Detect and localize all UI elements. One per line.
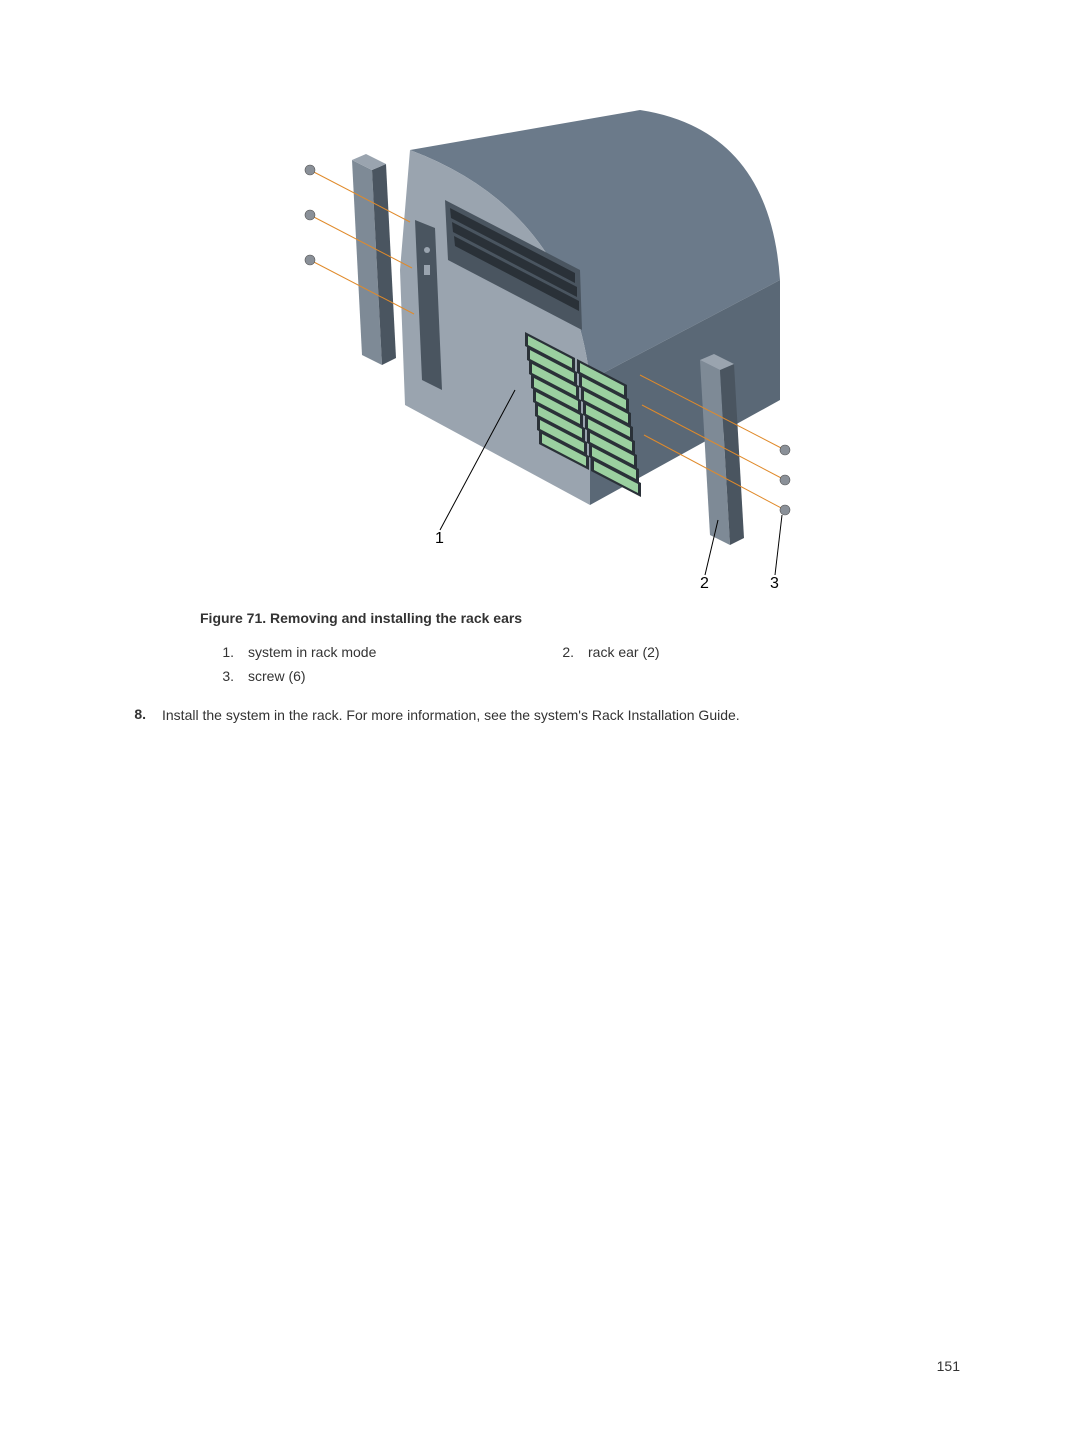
- callout-2: 2: [700, 575, 709, 593]
- callout-1: 1: [435, 530, 444, 548]
- step-8: 8. Install the system in the rack. For m…: [120, 706, 960, 726]
- legend-text-1: system in rack mode: [248, 644, 376, 660]
- figure-rack-ears: 1 2 3: [280, 100, 800, 590]
- figure-caption: Figure 71. Removing and installing the r…: [200, 610, 960, 626]
- page-number: 151: [937, 1358, 960, 1374]
- legend-num-3: 3.: [220, 668, 248, 684]
- step-num: 8.: [120, 706, 162, 726]
- legend-num-2: 2.: [560, 644, 588, 660]
- legend-text-2: rack ear (2): [588, 644, 660, 660]
- figure-svg: [280, 100, 800, 590]
- callout-3: 3: [770, 575, 779, 593]
- legend-row-2: 3. screw (6): [220, 668, 960, 684]
- legend-num-1: 1.: [220, 644, 248, 660]
- rack-ear-left: [352, 154, 396, 365]
- step-text: Install the system in the rack. For more…: [162, 706, 960, 726]
- legend-text-3: screw (6): [248, 668, 306, 684]
- legend-row-1: 1. system in rack mode 2. rack ear (2): [220, 644, 960, 660]
